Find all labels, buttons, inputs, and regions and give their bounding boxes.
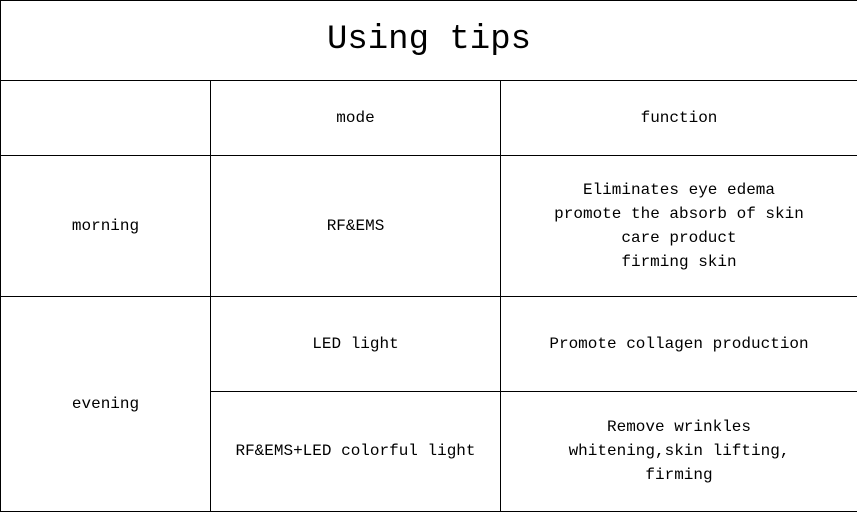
cell-evening-function-2: Remove wrinkles whitening,skin lifting, … xyxy=(501,391,857,511)
spreadsheet-view: Using tips mode function morning RF&EMS … xyxy=(0,0,857,512)
row-evening-1: evening LED light Promote collagen produ… xyxy=(1,296,857,391)
cell-evening-function-2-text: Remove wrinkles whitening,skin lifting, … xyxy=(569,415,790,487)
header-time xyxy=(1,81,211,156)
header-row: mode function xyxy=(1,81,857,156)
table-title: Using tips xyxy=(1,1,857,81)
cell-morning-function: Eliminates eye edema promote the absorb … xyxy=(501,156,857,296)
header-mode: mode xyxy=(211,81,501,156)
cell-evening-mode-1: LED light xyxy=(211,296,501,391)
cell-evening-function-1: Promote collagen production xyxy=(501,296,857,391)
title-row: Using tips xyxy=(1,1,857,81)
row-morning: morning RF&EMS Eliminates eye edema prom… xyxy=(1,156,857,296)
cell-evening-function-1-text: Promote collagen production xyxy=(549,332,808,356)
cell-morning-function-text: Eliminates eye edema promote the absorb … xyxy=(554,178,804,274)
header-function: function xyxy=(501,81,857,156)
cell-evening-mode-2: RF&EMS+LED colorful light xyxy=(211,391,501,511)
using-tips-table: Using tips mode function morning RF&EMS … xyxy=(0,0,857,512)
cell-morning-time: morning xyxy=(1,156,211,296)
cell-morning-mode: RF&EMS xyxy=(211,156,501,296)
cell-evening-time: evening xyxy=(1,296,211,511)
